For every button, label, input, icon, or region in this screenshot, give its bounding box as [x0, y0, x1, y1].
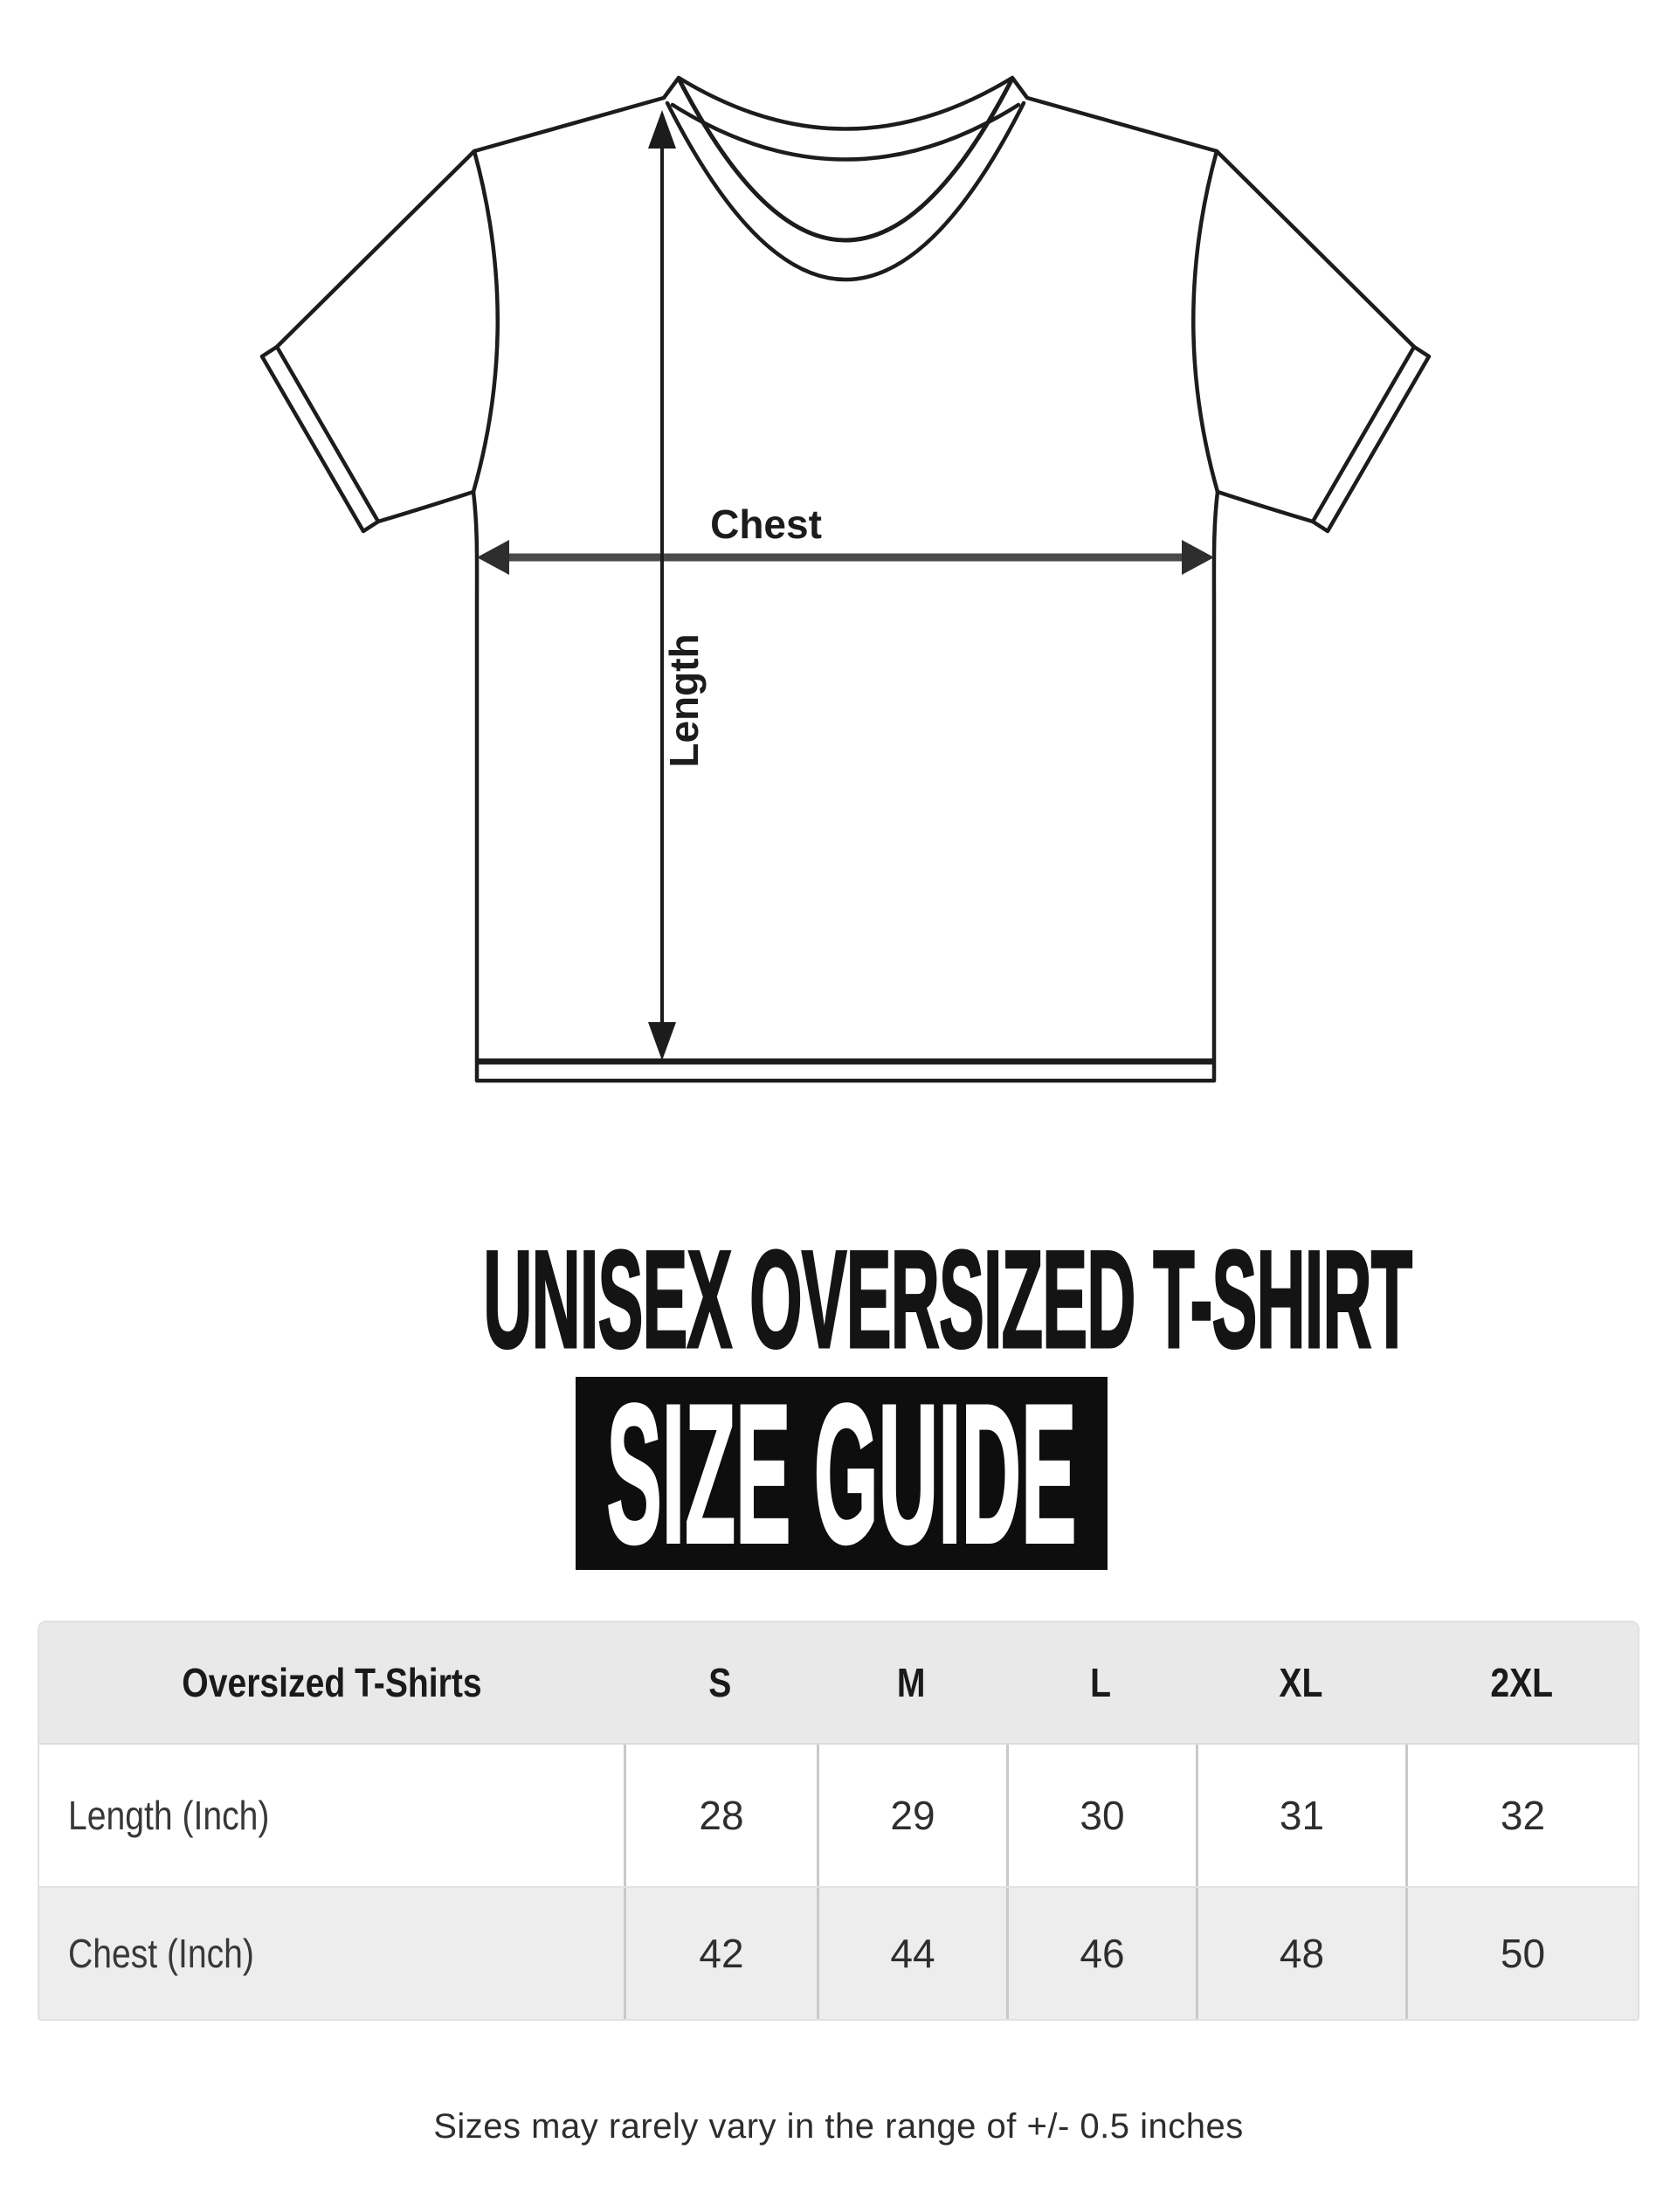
chest-arrowhead-left [477, 540, 509, 575]
length-value-m: 29 [817, 1745, 1006, 1886]
size-tolerance-note: Sizes may rarely vary in the range of +/… [433, 2107, 1244, 2146]
cuff-seam-left [274, 344, 381, 524]
armhole-seam-right [1191, 149, 1220, 494]
collar-back-inner-line [670, 102, 1021, 162]
size-table: Oversized T-Shirts S M L XL 2XL Length (… [38, 1621, 1639, 2021]
length-measure-label: Length [661, 633, 707, 767]
length-arrowhead-bottom [648, 1022, 676, 1061]
table-row-length: Length (Inch) 28 29 30 31 32 [39, 1745, 1638, 1888]
product-title-text: UNISEX OVERSIZED T-SHIRT [482, 1221, 1412, 1377]
armhole-seam-left [471, 149, 500, 494]
chest-value-xl: 48 [1196, 1888, 1405, 2019]
length-value-xl: 31 [1196, 1745, 1405, 1886]
cuff-seam-right [1310, 344, 1417, 524]
chest-arrowhead-right [1182, 540, 1214, 575]
header-cell-product: Oversized T-Shirts [181, 1660, 482, 1705]
row-label-length: Length (Inch) [68, 1793, 270, 1838]
header-cell-size-xl: XL [1279, 1660, 1322, 1705]
length-value-2xl: 32 [1405, 1745, 1638, 1886]
length-arrowhead-top [648, 110, 676, 149]
row-label-chest: Chest (Inch) [68, 1931, 254, 1976]
size-guide-badge-label: SIZE GUIDE [606, 1377, 1078, 1570]
length-value-l: 30 [1006, 1745, 1196, 1886]
chest-measure-label: Chest [710, 501, 822, 547]
header-cell-size-m: M [897, 1660, 926, 1705]
chest-value-2xl: 50 [1405, 1888, 1638, 2019]
size-table-header-row: Oversized T-Shirts S M L XL 2XL [39, 1622, 1638, 1745]
header-cell-size-2xl: 2XL [1490, 1660, 1553, 1705]
tshirt-measurement-diagram: Chest Length [259, 75, 1432, 1083]
length-value-s: 28 [624, 1745, 817, 1886]
size-guide-badge: SIZE GUIDE [576, 1377, 1108, 1570]
header-cell-size-l: L [1090, 1660, 1112, 1705]
collar-front-inner-line [665, 100, 1026, 282]
tshirt-outline [259, 75, 1432, 1083]
table-row-chest: Chest (Inch) 42 44 46 48 50 [39, 1888, 1638, 2019]
chest-value-s: 42 [624, 1888, 817, 2019]
product-title: UNISEX OVERSIZED T-SHIRT [0, 1221, 1677, 1377]
header-cell-size-s: S [708, 1660, 732, 1705]
chest-value-l: 46 [1006, 1888, 1196, 2019]
collar-front-outer-line [676, 76, 1015, 243]
chest-value-m: 44 [817, 1888, 1006, 2019]
